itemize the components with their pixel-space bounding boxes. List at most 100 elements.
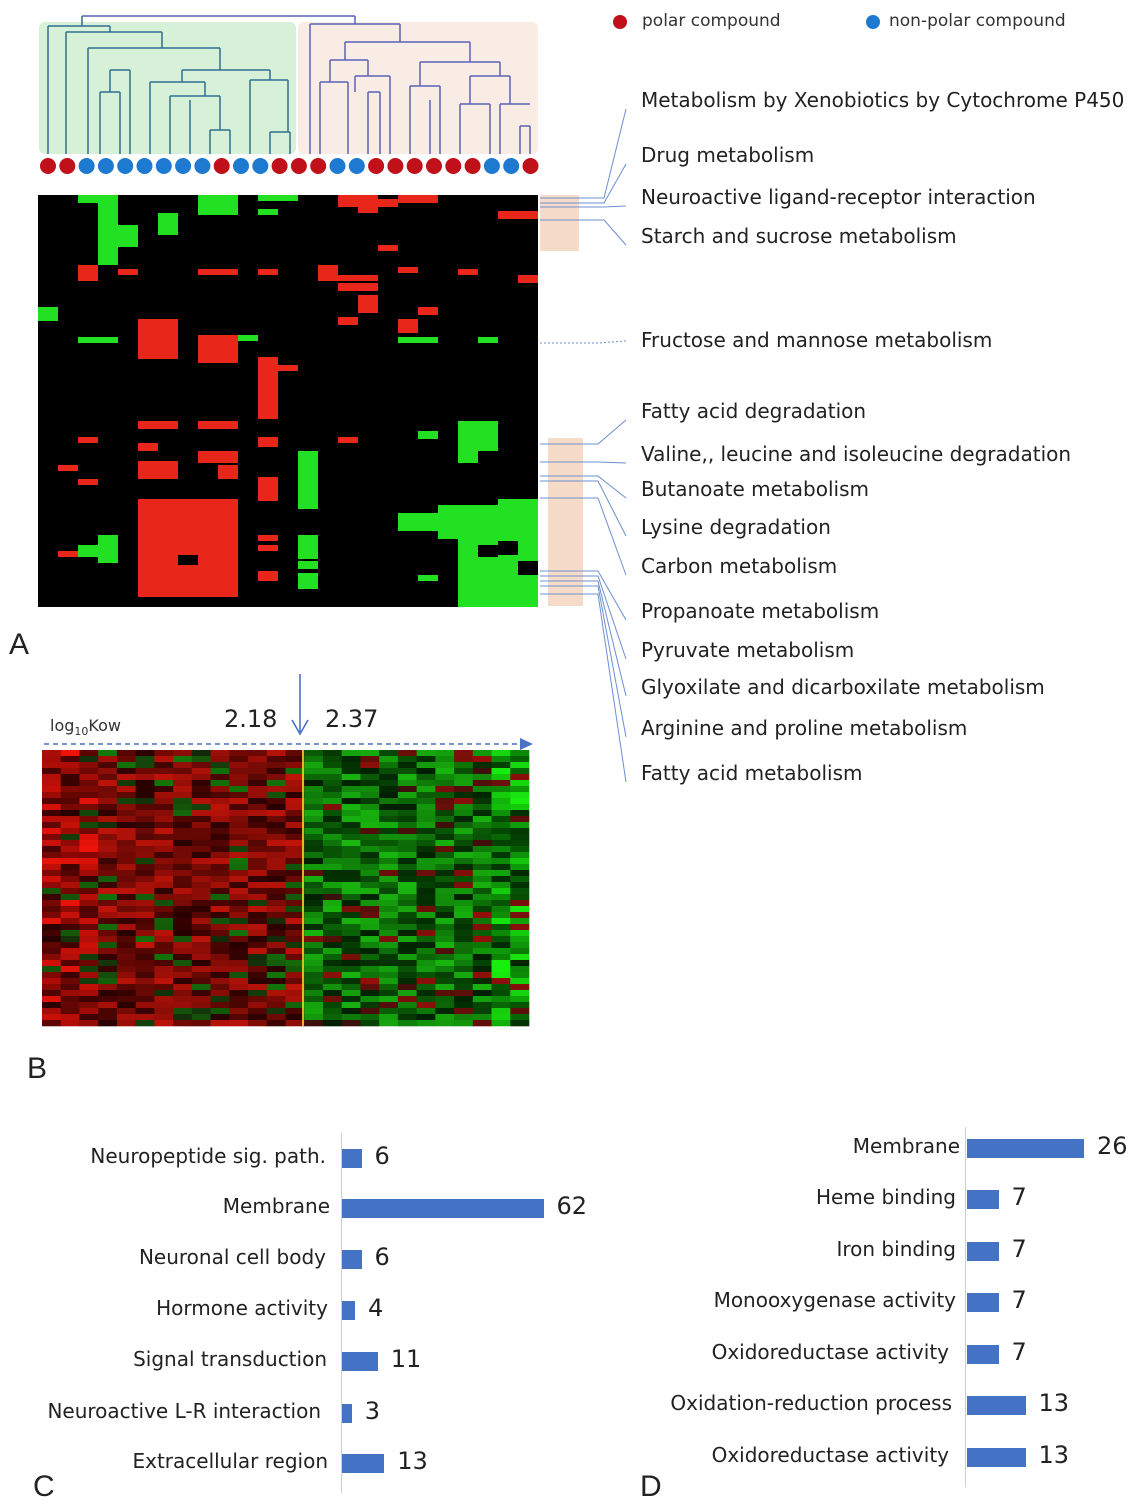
heatmap-b-cell	[285, 918, 305, 925]
heatmap-b-cell	[229, 900, 249, 907]
heatmap-b-cell	[154, 828, 174, 835]
heatmap-b-cell	[304, 864, 324, 871]
heatmap-b-cell	[304, 756, 324, 763]
heatmap-b-cell	[191, 924, 211, 931]
pathway-connector-line	[540, 580, 627, 697]
heatmap-b-cell	[79, 774, 99, 781]
heatmap-b-cell	[116, 948, 136, 955]
heatmap-b-cell	[116, 870, 136, 877]
heatmap-b-cell	[248, 906, 268, 913]
heatmap-b-cell	[116, 804, 136, 811]
bar-category-label: Signal transduction	[133, 1347, 327, 1371]
heatmap-b-cell	[454, 852, 474, 859]
heatmap-b-cell	[322, 762, 342, 769]
heatmap-b-cell	[379, 1014, 399, 1021]
heatmap-b-cell	[116, 816, 136, 823]
heatmap-b-cell	[191, 888, 211, 895]
heatmap-b-cell	[491, 864, 511, 871]
heatmap-b-cell	[285, 942, 305, 949]
heatmap-b-cell	[472, 858, 492, 865]
heatmap-b-cell	[229, 756, 249, 763]
heatmap-b-cell	[60, 834, 80, 841]
heatmap-b-cell	[304, 948, 324, 955]
heatmap-b-cell	[435, 792, 455, 799]
heatmap-b-cell	[154, 864, 174, 871]
heatmap-b-cell	[154, 972, 174, 979]
heatmap-b-cell	[341, 792, 361, 799]
heatmap-b-cell	[229, 816, 249, 823]
heatmap-b-cell	[491, 1014, 511, 1021]
heatmap-b-cell	[454, 948, 474, 955]
heatmap-b-cell	[248, 822, 268, 829]
heatmap-b-cell	[304, 984, 324, 991]
heatmap-b-cell	[285, 870, 305, 877]
heatmap-b-cell	[379, 978, 399, 985]
heatmap-b-cell	[510, 954, 530, 961]
heatmap-b-cell	[98, 780, 118, 787]
heatmap-b-cell	[116, 792, 136, 799]
heatmap-b-cell	[416, 984, 436, 991]
heatmap-b-cell	[379, 768, 399, 775]
heatmap-b-cell	[135, 942, 155, 949]
heatmap-b-cell	[191, 972, 211, 979]
heatmap-b-cell	[248, 768, 268, 775]
heatmap-b-cell	[42, 840, 62, 847]
heatmap-b-cell	[304, 912, 324, 919]
heatmap-b-cell	[491, 942, 511, 949]
heatmap-b-cell	[397, 978, 417, 985]
bar-value-label: 62	[556, 1192, 588, 1220]
heatmap-b-cell	[116, 888, 136, 895]
heatmap-b-cell	[60, 846, 80, 853]
heatmap-b-cell	[416, 786, 436, 793]
heatmap-b-cell	[397, 990, 417, 997]
heatmap-b-cell	[322, 804, 342, 811]
bar	[967, 1448, 1026, 1467]
bar	[342, 1454, 385, 1473]
heatmap-b-cell	[98, 942, 118, 949]
heatmap-b-cell	[341, 822, 361, 829]
heatmap-b-cell	[416, 822, 436, 829]
heatmap-b-cell	[510, 816, 530, 823]
heatmap-b-cell	[60, 990, 80, 997]
heatmap-b-cell	[416, 954, 436, 961]
heatmap-b-cell	[248, 846, 268, 853]
heatmap-b-cell	[229, 768, 249, 775]
heatmap-b-cell	[341, 942, 361, 949]
heatmap-b-cell	[229, 798, 249, 805]
heatmap-b-cell	[60, 816, 80, 823]
heatmap-a-cell-up	[138, 527, 198, 535]
heatmap-b-cell	[42, 996, 62, 1003]
heatmap-a-cell-up	[378, 199, 398, 207]
heatmap-b-cell	[416, 750, 436, 757]
heatmap-b-cell	[379, 990, 399, 997]
heatmap-b-cell	[322, 864, 342, 871]
heatmap-b-cell	[173, 840, 193, 847]
heatmap-a-cell-down	[398, 337, 438, 343]
heatmap-b-cell	[154, 1002, 174, 1009]
bar	[342, 1352, 378, 1371]
heatmap-b-cell	[135, 762, 155, 769]
heatmap-b-cell	[42, 1020, 62, 1027]
heatmap-b-cell	[229, 876, 249, 883]
heatmap-b-cell	[322, 870, 342, 877]
heatmap-b-cell	[416, 972, 436, 979]
heatmap-a-cell-up	[258, 357, 278, 387]
heatmap-b-cell	[304, 768, 324, 775]
heatmap-b-cell	[435, 900, 455, 907]
heatmap-b-cell	[341, 996, 361, 1003]
heatmap-b-cell	[454, 882, 474, 889]
heatmap-a-cell-down	[158, 213, 178, 235]
heatmap-b-cell	[341, 786, 361, 793]
heatmap-b-cell	[285, 924, 305, 931]
heatmap-b-cell	[79, 852, 99, 859]
heatmap-b-cell	[98, 936, 118, 943]
heatmap-b-cell	[379, 786, 399, 793]
heatmap-a-cell-down	[98, 203, 118, 213]
bar-value-label: 6	[374, 1142, 390, 1170]
bar	[342, 1149, 362, 1168]
heatmap-b-cell	[210, 954, 230, 961]
heatmap-b-cell	[491, 948, 511, 955]
heatmap-b-cell	[191, 858, 211, 865]
heatmap-b-cell	[435, 870, 455, 877]
heatmap-b-cell	[154, 912, 174, 919]
